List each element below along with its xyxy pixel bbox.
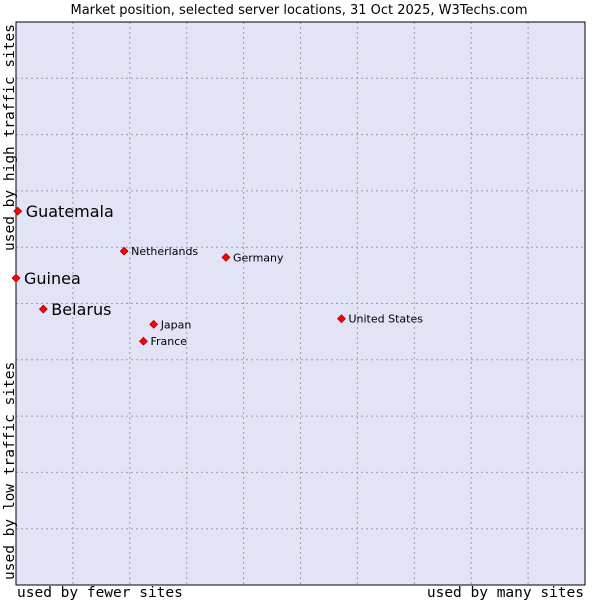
point-label-japan: Japan (160, 318, 192, 331)
y-axis-label-top: used by high traffic sites (2, 24, 18, 251)
point-label-guinea: Guinea (24, 269, 81, 288)
point-label-belarus: Belarus (51, 300, 111, 319)
point-marker-guinea (11, 273, 21, 283)
point-marker-japan (149, 319, 159, 329)
point-marker-france (139, 336, 148, 346)
y-axis-label-bottom: used by low traffic sites (2, 362, 18, 580)
point-marker-netherlands (119, 246, 129, 256)
point-marker-germany (221, 252, 231, 262)
point-label-germany: Germany (233, 251, 284, 264)
point-marker-belarus (38, 304, 48, 314)
point-marker-united-states (337, 314, 346, 324)
data-points: Guatemala Guinea Belarus Netherlands Germany… (11, 202, 423, 348)
grid-lines (16, 22, 585, 585)
point-label-netherlands: Netherlands (131, 245, 198, 258)
x-axis-label-right: used by many sites (427, 585, 584, 600)
x-axis-label-left: used by fewer sites (17, 585, 183, 600)
point-label-united-states: United States (348, 313, 423, 326)
point-marker-guatemala (13, 206, 23, 216)
point-label-guatemala: Guatemala (26, 202, 114, 221)
plot-border (15, 21, 586, 586)
chart-title: Market position, selected server locatio… (70, 3, 527, 18)
point-label-france: France (150, 335, 187, 348)
